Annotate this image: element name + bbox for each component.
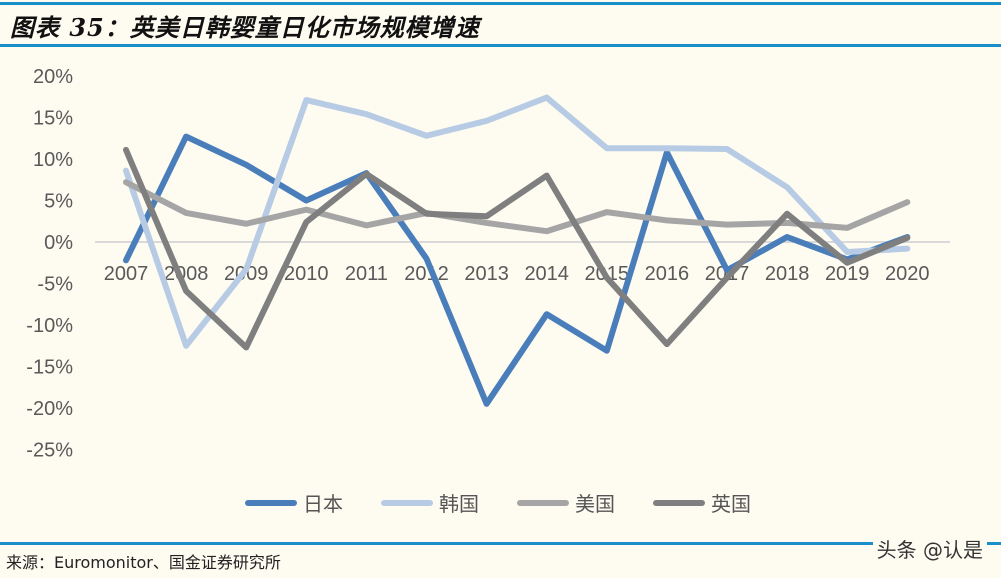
x-tick-label: 2014 [524,263,569,285]
legend-item-uk: 英国 [653,488,751,517]
x-tick-label: 2018 [765,263,810,285]
watermark: 头条 @认是 [872,534,987,563]
y-tick-label: 0% [44,232,73,254]
legend-label: 韩国 [439,492,479,516]
y-tick-label: -15% [26,357,73,379]
legend-item-japan: 日本 [245,488,343,517]
y-tick-label: -20% [26,398,73,420]
series-line [123,146,911,351]
y-tick-label: 10% [33,149,73,171]
y-tick-label: -25% [26,440,73,462]
line-chart: 20% 15% 10% 5% 0% -5% -10% -15% -20% -25% 2007 200… [26,66,950,462]
legend-line-icon [653,499,705,506]
legend-line-icon [245,499,297,506]
x-tick-label: 2013 [464,263,509,285]
title-rule [0,44,1001,47]
figure-header: 图表 35：英美日韩婴童日化市场规模增速 [0,0,1001,47]
legend-line-icon [517,499,569,506]
legend-item-korea: 韩国 [381,488,479,517]
figure-title: 图表 35：英美日韩婴童日化市场规模增速 [10,13,480,42]
series-line [123,94,911,349]
series-line [123,133,911,407]
legend-label: 美国 [575,492,615,516]
x-tick-label: 2011 [345,263,388,285]
x-tick-label: 2010 [284,263,329,285]
x-tick-label: 2008 [164,263,209,285]
y-tick-label: -10% [26,315,73,337]
y-tick-label: 15% [33,108,73,130]
x-tick-label: 2020 [885,263,930,285]
chart-legend: 日本 韩国 美国 英国 [245,488,751,517]
source-note: 来源：Euromonitor、国金证券研究所 [6,553,281,572]
x-tick-label: 2019 [825,263,870,285]
y-axis: 20% 15% 10% 5% 0% -5% -10% -15% -20% -25% [26,66,73,462]
x-tick-label: 2016 [645,263,690,285]
x-tick-label: 2007 [104,263,149,285]
legend-label: 日本 [303,492,343,516]
series-group [123,94,911,407]
bottom-rule [0,542,1001,545]
legend-item-usa: 美国 [517,488,615,517]
y-tick-label: 5% [44,191,73,213]
legend-label: 英国 [711,492,751,516]
legend-line-icon [381,499,433,506]
y-tick-label: 20% [33,66,73,88]
top-rule [0,2,1001,5]
y-tick-label: -5% [37,274,73,296]
x-axis: 2007 2008 2009 2010 2011 2012 2013 2014 2015 2016… [104,263,930,285]
